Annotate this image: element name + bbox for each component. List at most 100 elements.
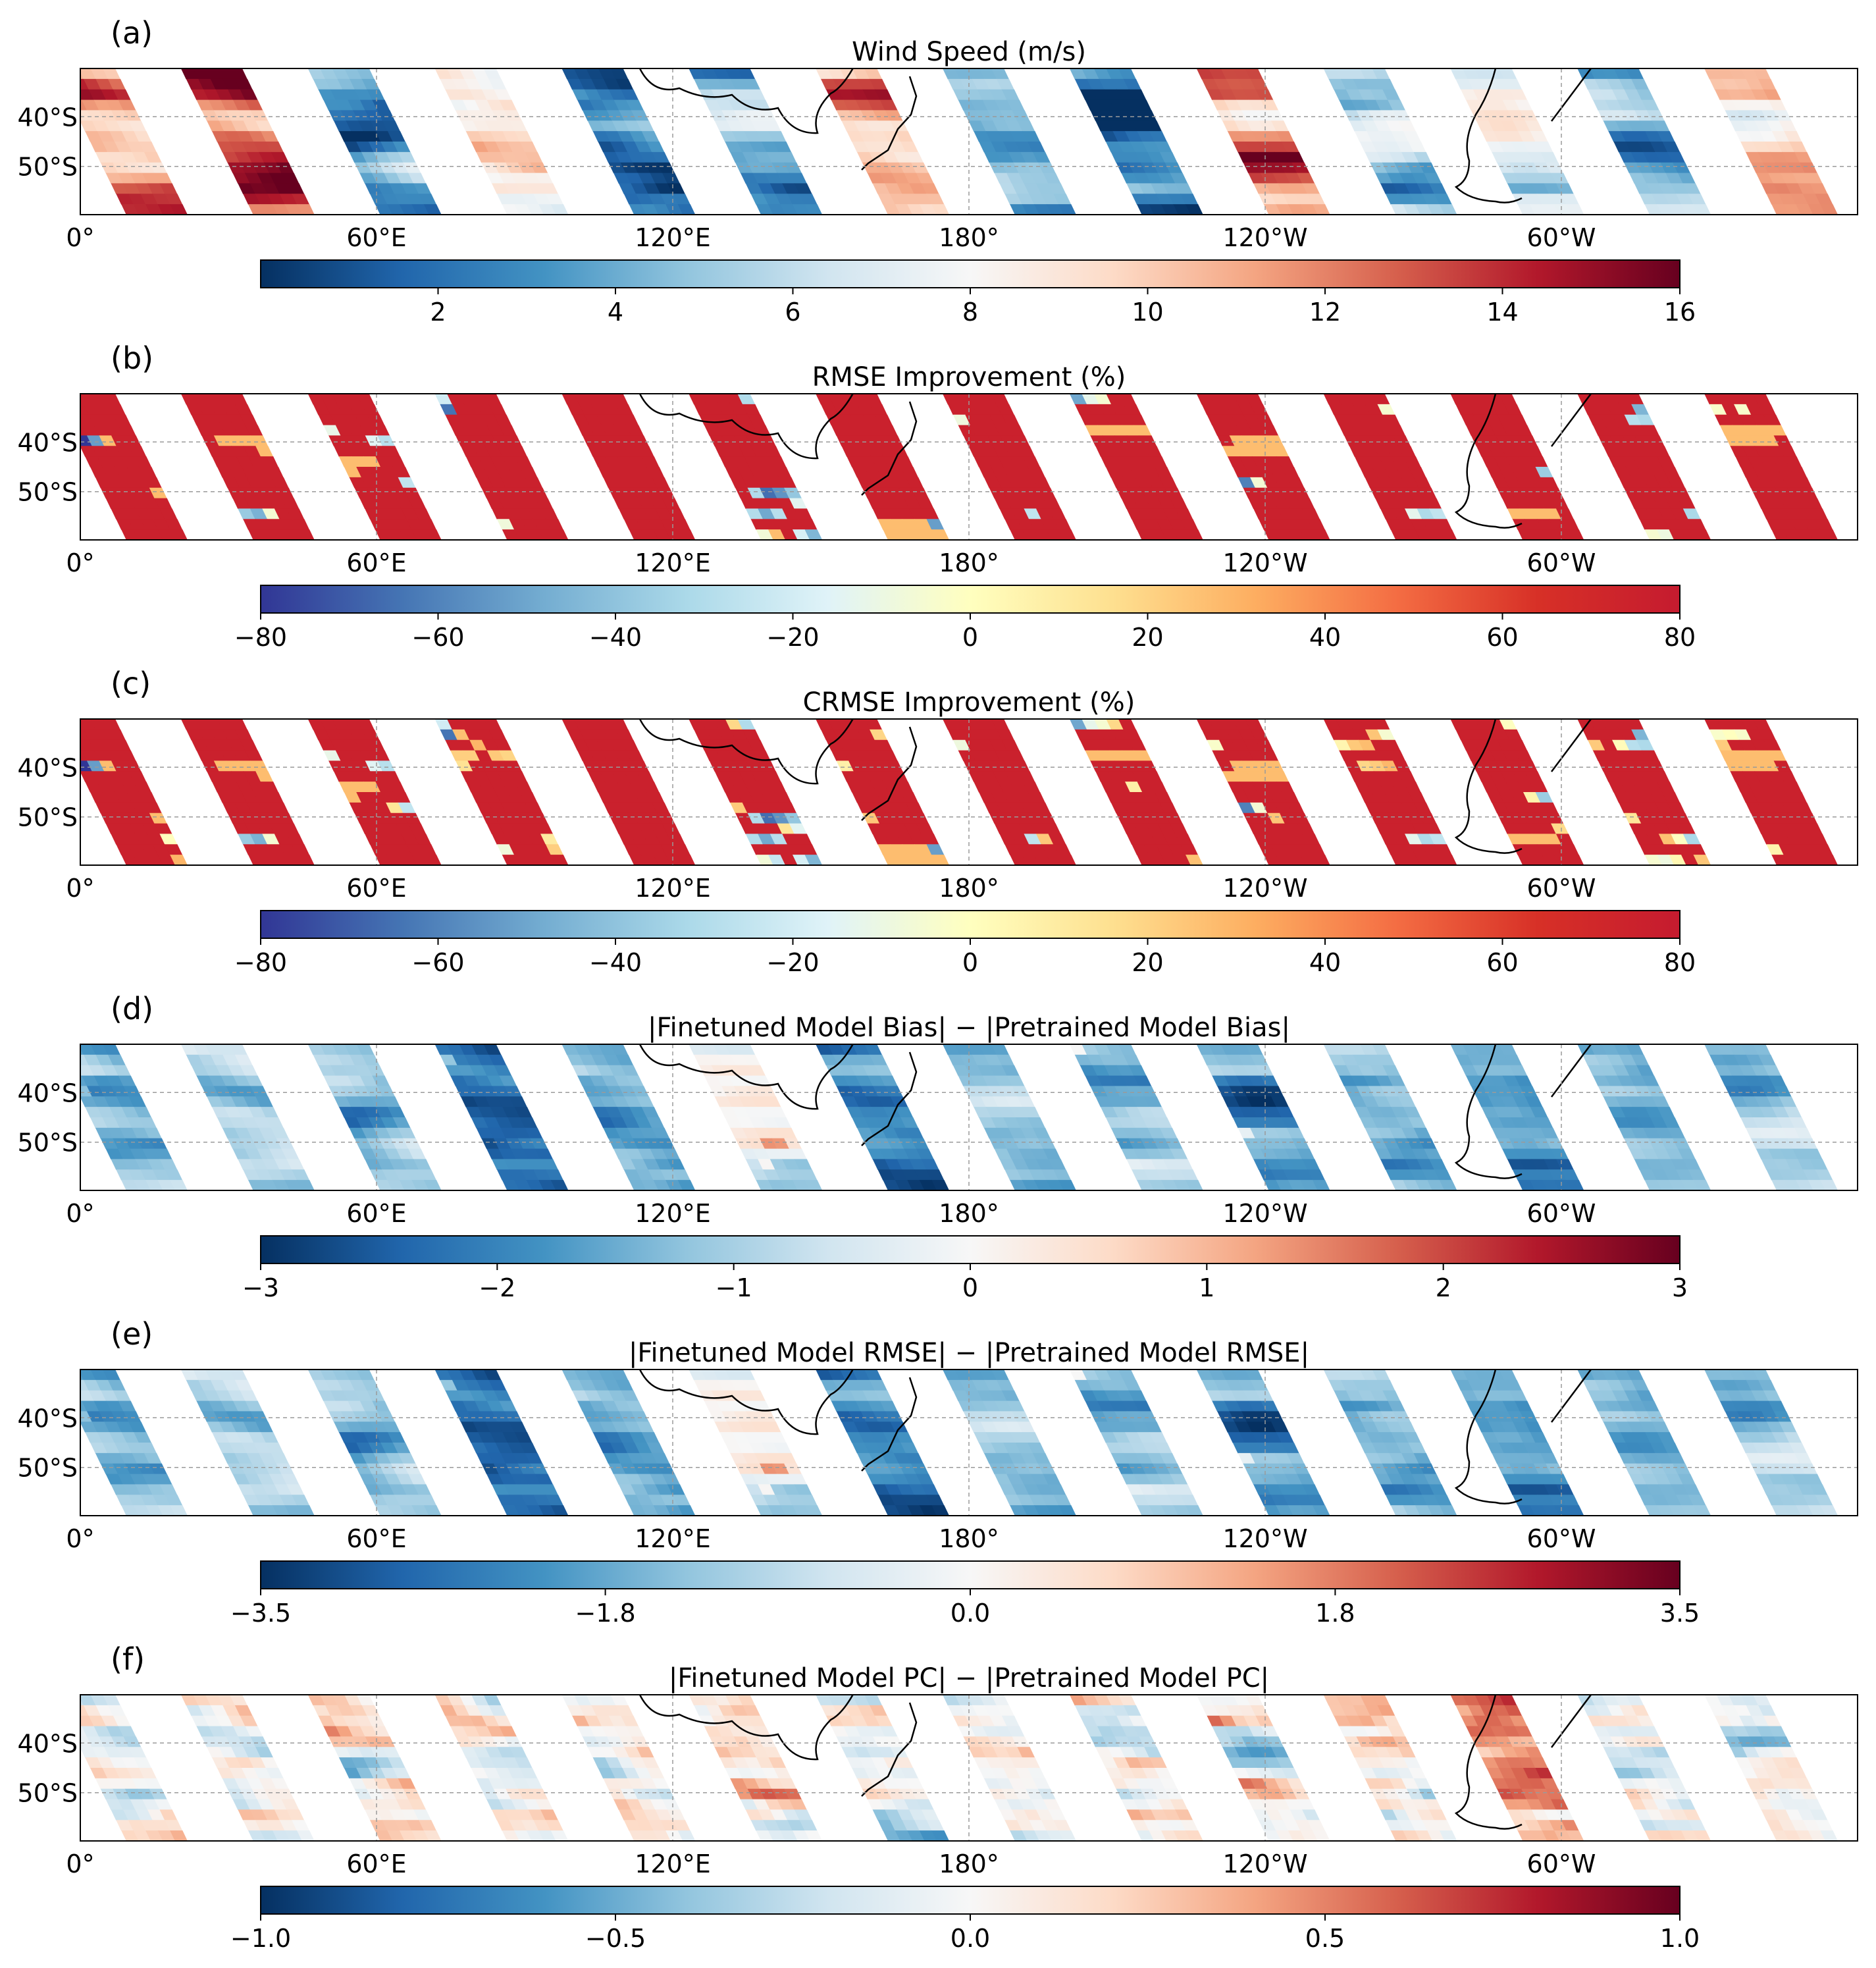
lon-label: 0° (66, 1199, 94, 1228)
colorbar-tick-label: 0 (962, 1273, 978, 1302)
colorbar-tick-label: −3 (242, 1273, 279, 1302)
colorbar-tick-label: 0 (962, 623, 978, 652)
panel-letter: (a) (111, 15, 153, 51)
panel-f: (f) |Finetuned Model PC| − |Pretrained Mo… (18, 1641, 1858, 1953)
lon-label: 60°W (1527, 1849, 1596, 1878)
colorbar-tick-label: 2 (430, 298, 446, 327)
lon-label: 60°W (1527, 223, 1596, 252)
panel-letter: (b) (111, 340, 153, 376)
lon-label: 120°E (635, 223, 711, 252)
colorbar-tick-label: −60 (411, 623, 464, 652)
colorbar-tick-label: −80 (234, 623, 287, 652)
panel-c: (c) CRMSE Improvement (%) 0° 60°E 120°E 180° 1… (18, 666, 1858, 977)
colorbar-tick-label: −3.5 (230, 1599, 291, 1628)
lon-label: 180° (939, 1849, 999, 1878)
map-area (54, 386, 1858, 541)
lon-label: 60°E (346, 548, 406, 577)
lon-label: 120°W (1222, 223, 1307, 252)
colorbar-tick-label: −0.5 (585, 1924, 646, 1953)
colorbar-tick-label: 3 (1672, 1273, 1688, 1302)
lon-label: 180° (939, 548, 999, 577)
lon-label: 0° (66, 548, 94, 577)
map-area (54, 1687, 1858, 1842)
lat-label: 50°S (18, 1454, 78, 1483)
colorbar (261, 911, 1680, 938)
colorbar-tick-label: 3.5 (1660, 1599, 1700, 1628)
lon-label: 60°E (346, 1849, 406, 1878)
panel-title: CRMSE Improvement (%) (803, 687, 1135, 718)
panel-title: |Finetuned Model PC| − |Pretrained Model… (669, 1663, 1269, 1693)
lon-label: 120°W (1222, 874, 1307, 903)
colorbar-tick-label: 6 (785, 298, 800, 327)
lon-label: 0° (66, 874, 94, 903)
panel-a: (a) Wind Speed (m/s) 0° 60°E 120°E 180° 120°W 6… (18, 15, 1858, 327)
colorbar-tick-label: 8 (962, 298, 978, 327)
lon-label: 60°E (346, 874, 406, 903)
lat-label: 50°S (18, 478, 78, 507)
lat-label: 40°S (18, 428, 78, 457)
colorbar-tick-label: 2 (1436, 1273, 1451, 1302)
colorbar-tick-label: 0.0 (951, 1599, 990, 1628)
colorbar-tick-label: 0.0 (951, 1924, 990, 1953)
panel-letter: (c) (111, 666, 151, 701)
colorbar-tick-label: −60 (411, 948, 464, 977)
panel-title: |Finetuned Model RMSE| − |Pretrained Mod… (629, 1338, 1309, 1368)
colorbar-tick-label: 1.8 (1315, 1599, 1355, 1628)
lat-label: 40°S (18, 103, 78, 132)
panel-letter: (f) (111, 1641, 145, 1677)
panel-title: Wind Speed (m/s) (852, 37, 1086, 67)
colorbar (261, 1886, 1680, 1914)
panel-title: RMSE Improvement (%) (812, 362, 1126, 392)
colorbar-tick-label: 12 (1309, 298, 1341, 327)
colorbar-tick-label: 20 (1132, 948, 1163, 977)
lat-label: 40°S (18, 1078, 78, 1107)
lon-label: 120°W (1222, 1199, 1307, 1228)
colorbar-tick-label: −80 (234, 948, 287, 977)
panel-letter: (d) (111, 991, 153, 1026)
lon-label: 60°W (1527, 1199, 1596, 1228)
lon-label: 120°E (635, 1849, 711, 1878)
colorbar-tick-label: −20 (766, 948, 819, 977)
colorbar-tick-label: 0 (962, 948, 978, 977)
colorbar-tick-label: −1.0 (230, 1924, 291, 1953)
lon-label: 180° (939, 223, 999, 252)
colorbar-tick-label: 1 (1199, 1273, 1214, 1302)
lat-label: 50°S (18, 1129, 78, 1157)
panel-e: (e) |Finetuned Model RMSE| − |Pretrained … (18, 1316, 1858, 1628)
lon-label: 180° (939, 874, 999, 903)
lon-label: 0° (66, 223, 94, 252)
colorbar-tick-label: −20 (766, 623, 819, 652)
colorbar-tick-label: 40 (1309, 948, 1341, 977)
panel-letter: (e) (111, 1316, 153, 1352)
lat-label: 50°S (18, 153, 78, 182)
lon-label: 60°W (1527, 874, 1596, 903)
colorbar-tick-label: 60 (1486, 623, 1518, 652)
lon-label: 120°W (1222, 1849, 1307, 1878)
colorbar-tick-label: 1.0 (1660, 1924, 1700, 1953)
lat-label: 50°S (18, 803, 78, 832)
lon-label: 60°E (346, 1524, 406, 1553)
lon-label: 120°W (1222, 548, 1307, 577)
lon-label: 120°W (1222, 1524, 1307, 1553)
lat-label: 40°S (18, 753, 78, 782)
colorbar-tick-label: 40 (1309, 623, 1341, 652)
lon-label: 180° (939, 1199, 999, 1228)
lon-label: 60°E (346, 223, 406, 252)
lon-label: 180° (939, 1524, 999, 1553)
colorbar-tick-label: −40 (589, 948, 642, 977)
lon-label: 120°E (635, 874, 711, 903)
colorbar (261, 1236, 1680, 1263)
map-area (54, 1362, 1858, 1516)
lon-label: 120°E (635, 1199, 711, 1228)
panel-d: (d)|Finetuned Model Bias| − |Pretrained … (18, 991, 1858, 1302)
colorbar-tick-label: 0.5 (1305, 1924, 1345, 1953)
colorbar-tick-label: 16 (1664, 298, 1696, 327)
colorbar-tick-label: 80 (1664, 948, 1696, 977)
colorbar (261, 1561, 1680, 1589)
lat-label: 40°S (18, 1729, 78, 1758)
map-area (54, 1036, 1858, 1191)
map-area (54, 61, 1858, 215)
colorbar-tick-label: −1 (716, 1273, 752, 1302)
